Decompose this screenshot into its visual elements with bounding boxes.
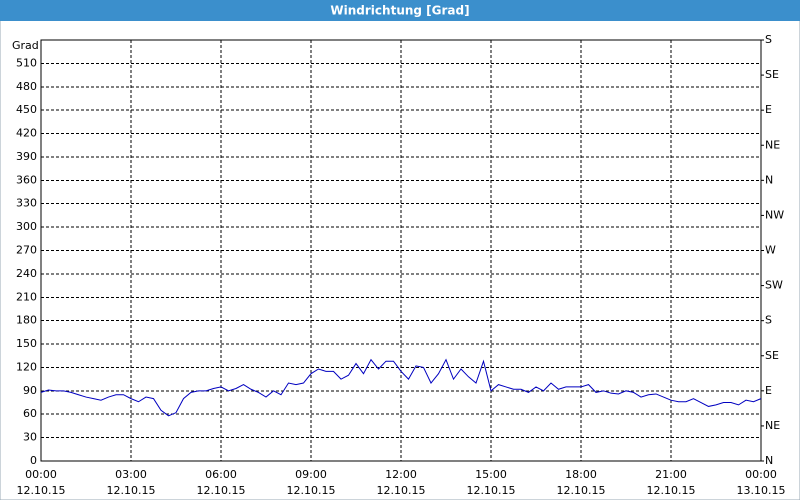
x-tick-date: 12.10.15 — [287, 484, 336, 497]
x-tick-label: 12:00 — [385, 468, 417, 481]
plot-frame — [40, 39, 762, 462]
y-tick-label: 360 — [16, 173, 37, 186]
y-tick-label: 90 — [23, 384, 37, 397]
y-tick-label: 210 — [16, 290, 37, 303]
y2-tick-label: E — [765, 103, 772, 116]
y-tick-label: 390 — [16, 150, 37, 163]
y-tick-label: 270 — [16, 244, 37, 257]
y2-tick-label: NW — [765, 208, 784, 221]
y-tick-label: 420 — [16, 127, 37, 140]
y2-tick-label: SW — [765, 279, 783, 292]
x-tick-date: 12.10.15 — [467, 484, 516, 497]
y-axis-label: Grad — [12, 39, 39, 52]
chart-title: Windrichtung [Grad] — [330, 4, 469, 18]
y-tick-label: 450 — [16, 103, 37, 116]
y2-tick-label: SE — [765, 68, 779, 81]
title-bar — [0, 0, 800, 21]
y2-tick-label: SE — [765, 349, 779, 362]
y2-tick-label: NE — [765, 138, 780, 151]
y2-tick-label: N — [765, 173, 773, 186]
x-tick-label: 06:00 — [205, 468, 237, 481]
x-tick-label: 09:00 — [295, 468, 327, 481]
y-tick-label: 150 — [16, 337, 37, 350]
x-tick-date: 12.10.15 — [17, 484, 66, 497]
x-tick-label: 15:00 — [475, 468, 507, 481]
x-tick-date: 13.10.15 — [737, 484, 786, 497]
x-tick-label: 21:00 — [655, 468, 687, 481]
y-tick-label: 120 — [16, 360, 37, 373]
y-tick-label: 330 — [16, 197, 37, 210]
x-tick-date: 12.10.15 — [557, 484, 606, 497]
x-tick-date: 12.10.15 — [197, 484, 246, 497]
x-tick-date: 12.10.15 — [107, 484, 156, 497]
x-tick-date: 12.10.15 — [647, 484, 696, 497]
y-tick-label: 300 — [16, 220, 37, 233]
y2-tick-label: NE — [765, 419, 780, 432]
data-line — [40, 358, 762, 417]
x-tick-label: 18:00 — [565, 468, 597, 481]
y-tick-label: 510 — [16, 56, 37, 69]
y2-tick-label: N — [765, 454, 773, 467]
x-tick-label: 00:00 — [25, 468, 57, 481]
y2-tick-label: S — [765, 33, 772, 46]
y2-tick-label: E — [765, 384, 772, 397]
x-tick-label: 03:00 — [115, 468, 147, 481]
y-tick-label: 30 — [23, 431, 37, 444]
x-tick-label: 00:00 — [745, 468, 777, 481]
y-tick-label: 240 — [16, 267, 37, 280]
y-tick-label: 60 — [23, 407, 37, 420]
y-tick-label: 480 — [16, 80, 37, 93]
y-tick-label: 0 — [30, 454, 37, 467]
y-tick-label: 180 — [16, 314, 37, 327]
y2-tick-label: W — [765, 244, 776, 257]
x-tick-date: 12.10.15 — [377, 484, 426, 497]
y2-tick-label: S — [765, 314, 772, 327]
